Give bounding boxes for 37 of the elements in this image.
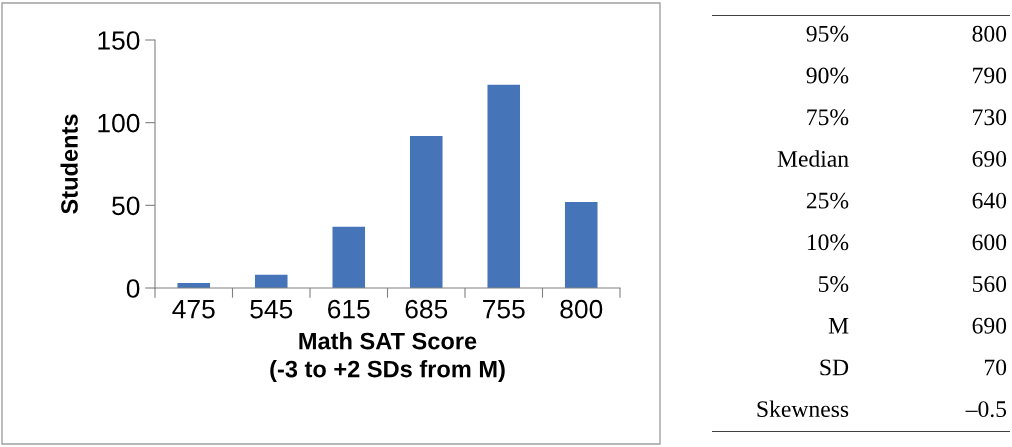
x-tick-label: 755 (483, 300, 525, 319)
text: 790 (973, 67, 1007, 84)
text: 75% (807, 109, 849, 126)
x-tick-label: 685 (405, 299, 448, 319)
text: 95% (806, 25, 849, 42)
y-tick-label: 100 (98, 113, 140, 133)
x-tick-label: 800 (560, 299, 603, 319)
text: 730 (973, 109, 1007, 126)
bar (332, 226, 366, 288)
text: 5% (818, 276, 849, 293)
x-tick-label: 615 (328, 299, 370, 319)
text: SD (820, 359, 849, 376)
text: Median (777, 150, 849, 167)
text: 690 (972, 150, 1007, 167)
x-tick-label: 545 (250, 300, 293, 319)
bar (254, 274, 288, 288)
text: 690 (972, 317, 1007, 334)
bar (487, 84, 521, 288)
text: 10% (807, 234, 849, 251)
text: 800 (972, 25, 1007, 42)
x-tick-label: 475 (172, 300, 215, 319)
y-tick-label: 0 (126, 279, 140, 298)
y-axis-title: Students (60, 114, 78, 214)
text: 70 (984, 359, 1007, 376)
text: 600 (972, 234, 1007, 251)
text: –0.5 (965, 401, 1007, 418)
x-axis-title: Math SAT Score (-3 to +2 SDs from M) (270, 332, 505, 383)
y-tick-label: 50 (112, 196, 140, 216)
y-tick-label: 150 (98, 31, 140, 50)
text: 25% (806, 192, 849, 209)
bar (564, 202, 598, 288)
text: 560 (972, 276, 1007, 292)
text: Skewness (757, 400, 849, 418)
text: 90% (806, 67, 849, 84)
bar (409, 135, 443, 288)
text: 640 (972, 192, 1007, 209)
text: M (828, 317, 849, 334)
